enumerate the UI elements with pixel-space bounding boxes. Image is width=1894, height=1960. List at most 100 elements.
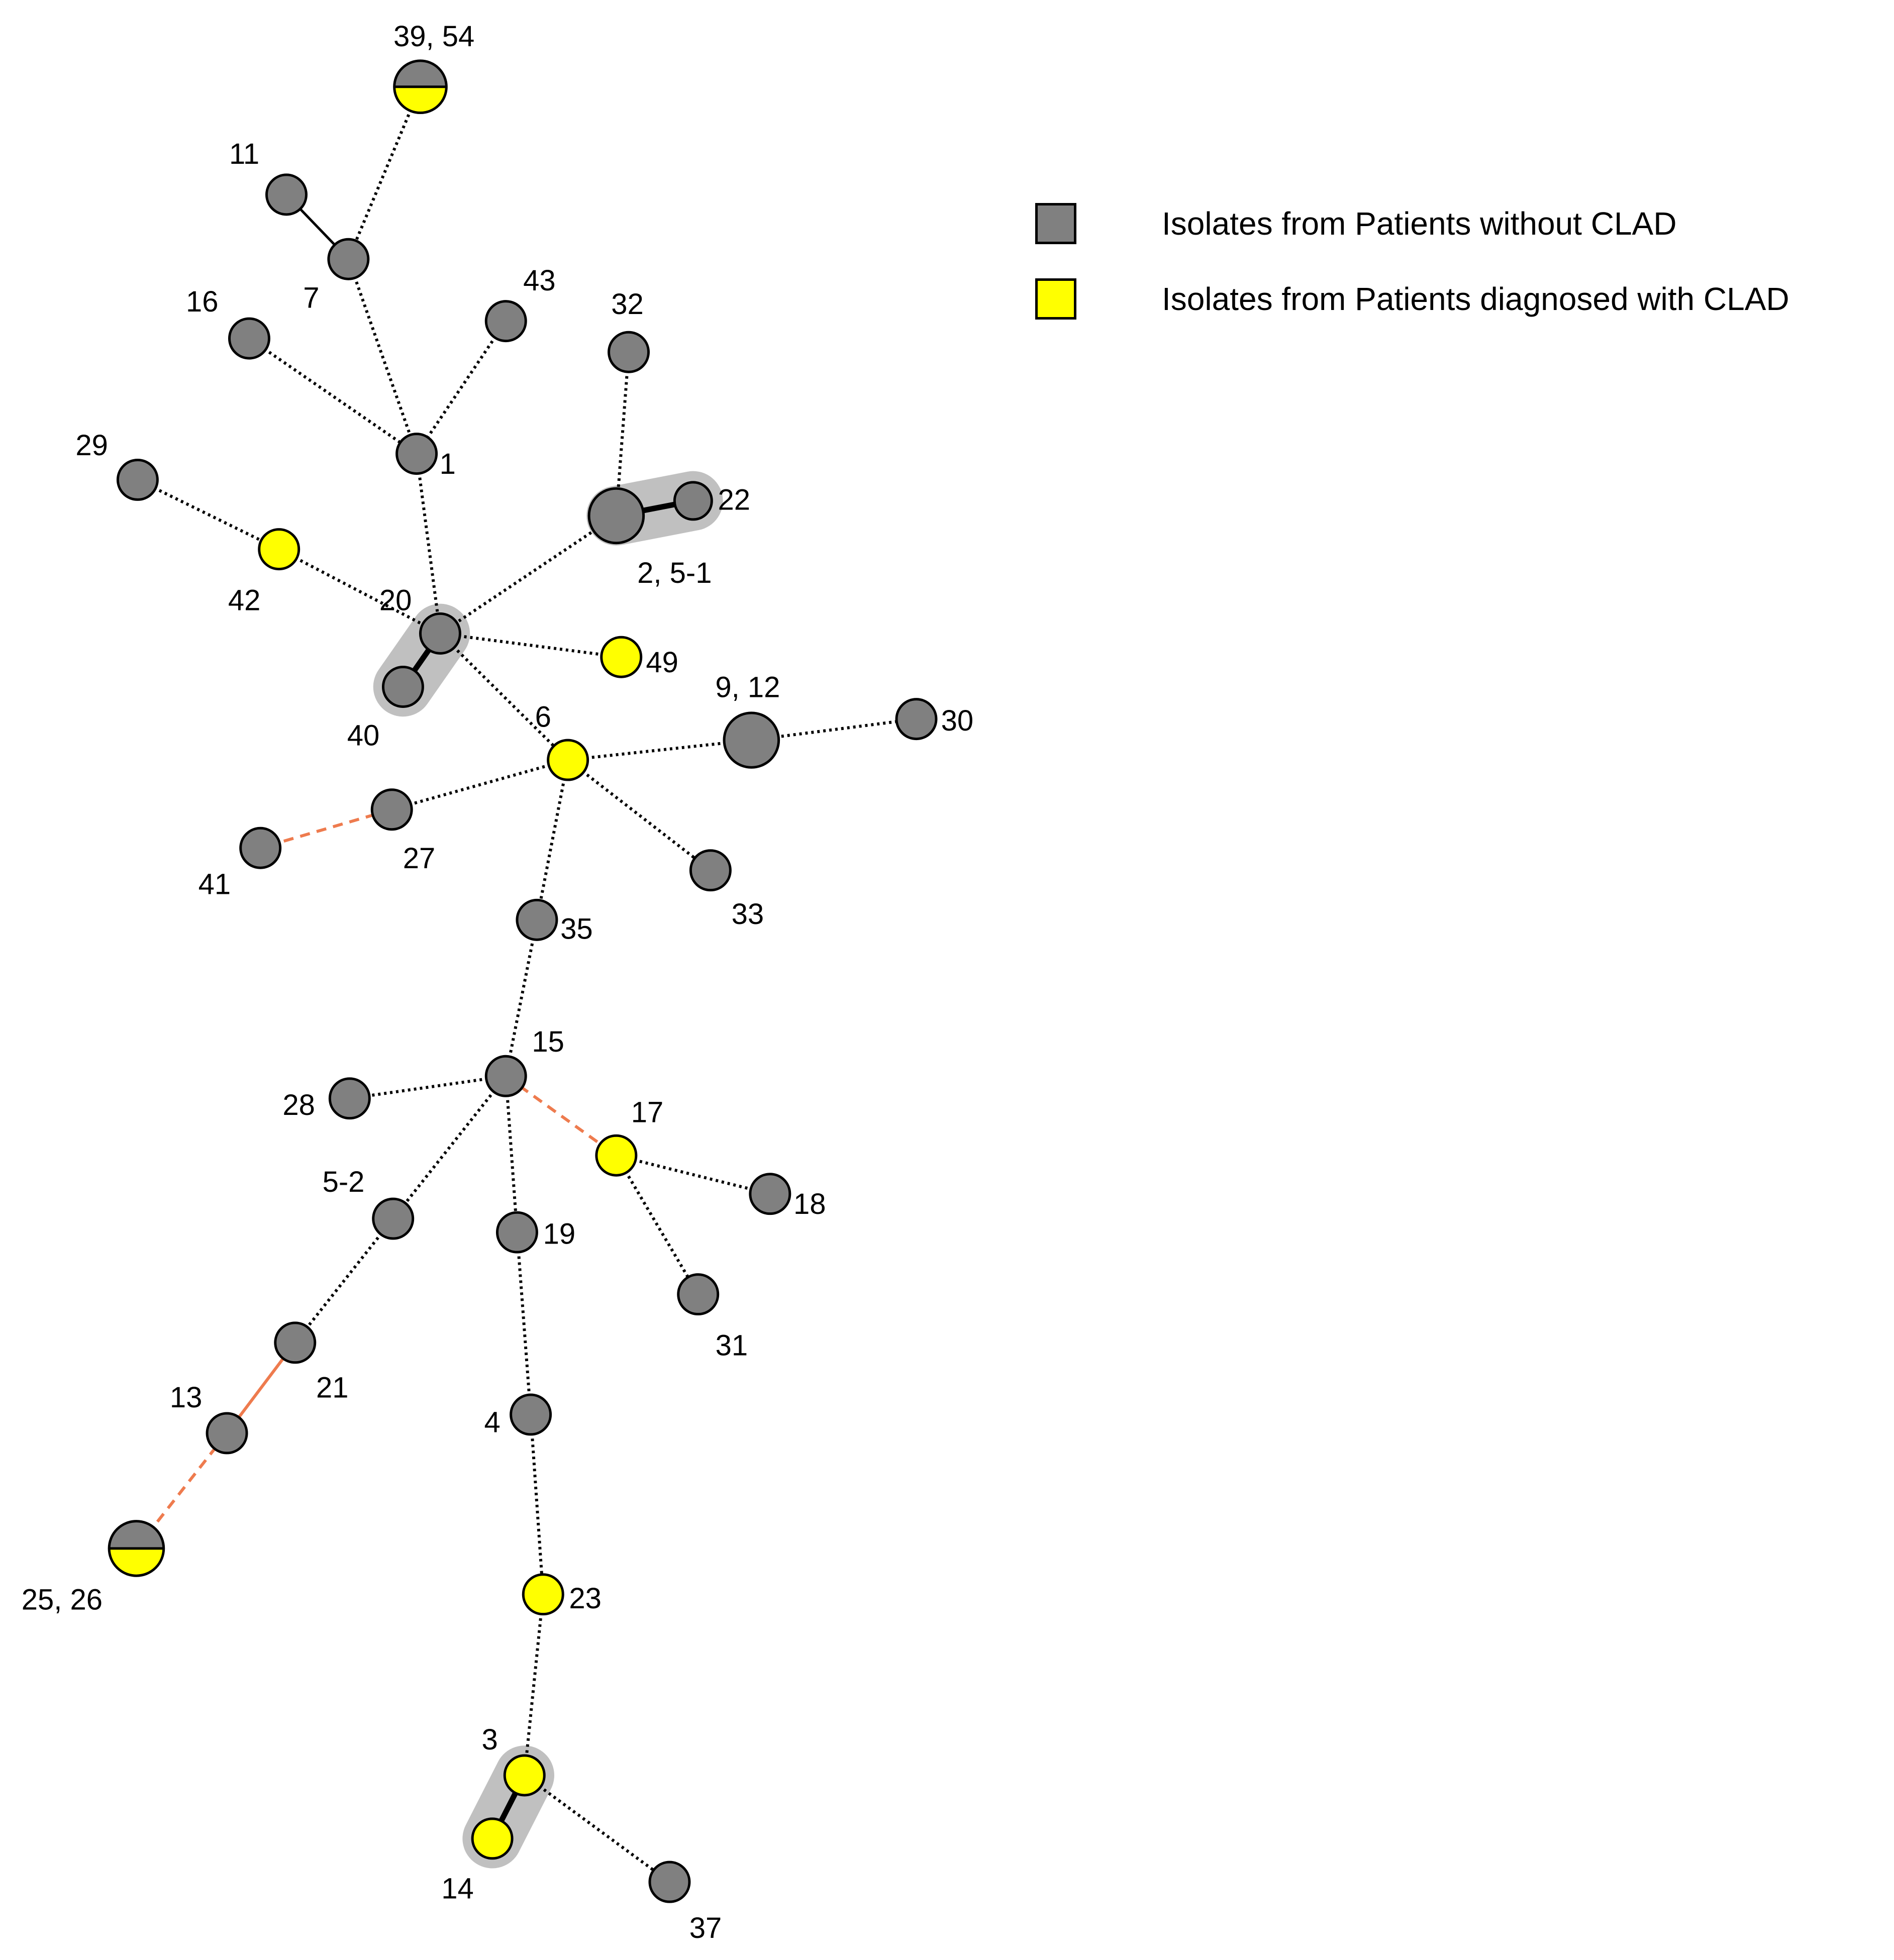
edge-2-5-1-to-20 [439, 514, 618, 635]
node-label-30: 30 [941, 704, 974, 737]
node-label-27: 27 [403, 842, 436, 875]
legend-swatch-yellow [1035, 278, 1076, 320]
node-label-2-5-1: 2, 5-1 [637, 557, 712, 589]
node-label-32: 32 [611, 288, 644, 321]
edge-6-to-9-12 [567, 739, 752, 762]
node-label-9-12: 9, 12 [715, 671, 780, 703]
node-label-19: 19 [543, 1217, 576, 1250]
tree-nodes [108, 59, 938, 1903]
node-17 [595, 1134, 638, 1177]
edge-42-to-20 [278, 548, 441, 635]
node-4 [510, 1393, 552, 1436]
node-label-35: 35 [560, 912, 593, 945]
legend-item-clad: Isolates from Patients diagnosed with CL… [1035, 274, 1789, 324]
edge-17-to-18 [616, 1154, 771, 1196]
node-label-18: 18 [793, 1188, 826, 1220]
node-13 [206, 1412, 248, 1455]
node-2-5-1 [587, 487, 645, 545]
edge-5-2-to-21 [293, 1217, 394, 1344]
node-label-22: 22 [718, 484, 751, 517]
edge-23-to-3 [523, 1594, 545, 1776]
edge-27-to-41 [260, 808, 392, 850]
edge-17-to-31 [615, 1155, 700, 1295]
edge-15-to-19 [504, 1076, 519, 1232]
node-42 [258, 528, 301, 571]
node-label-23: 23 [569, 1582, 602, 1615]
node-22 [673, 481, 713, 521]
node-25-26 [108, 1520, 165, 1577]
node-label-5-2: 5-2 [323, 1166, 365, 1198]
edge-20-to-49 [440, 632, 622, 659]
node-label-4: 4 [484, 1406, 500, 1438]
edge-3-to-37 [523, 1774, 671, 1884]
node-label-29: 29 [75, 429, 108, 462]
node-9-12 [723, 711, 780, 769]
node-label-1: 1 [440, 448, 456, 480]
node-27 [370, 788, 413, 831]
node-35 [516, 898, 558, 941]
node-label-11: 11 [229, 138, 259, 170]
node-31 [677, 1273, 720, 1316]
node-16 [228, 317, 270, 360]
node-label-7: 7 [303, 281, 319, 314]
node-30 [895, 698, 938, 741]
node-15 [484, 1055, 527, 1097]
edge-43-to-1 [415, 320, 508, 455]
node-21 [274, 1321, 317, 1364]
node-label-40: 40 [347, 719, 380, 752]
node-39-54 [393, 59, 448, 115]
edge-6-to-35 [535, 760, 570, 920]
node-label-20: 20 [379, 584, 412, 617]
edge-4-to-23 [529, 1414, 545, 1595]
node-14 [471, 1817, 514, 1860]
node-6 [547, 739, 589, 781]
edge-15-to-28 [349, 1074, 507, 1100]
node-label-17: 17 [631, 1096, 664, 1129]
node-19 [495, 1211, 538, 1254]
node-label-49: 49 [646, 646, 678, 679]
node-label-25-26: 25, 26 [22, 1583, 103, 1616]
node-label-37: 37 [689, 1912, 722, 1944]
node-29 [116, 458, 159, 501]
node-label-16: 16 [186, 285, 219, 318]
legend-label-no-clad: Isolates from Patients without CLAD [1162, 205, 1677, 242]
node-label-31: 31 [716, 1329, 748, 1362]
node-32 [608, 331, 650, 373]
node-label-21: 21 [316, 1371, 349, 1404]
node-label-33: 33 [732, 898, 764, 931]
node-label-14: 14 [441, 1872, 474, 1905]
edge-7-to-1 [347, 258, 418, 455]
node-label-6: 6 [535, 700, 551, 733]
node-label-13: 13 [170, 1381, 203, 1414]
node-1 [395, 433, 438, 475]
edge-39-54-to-7 [347, 86, 422, 260]
node-11 [265, 173, 308, 216]
edge-35-to-15 [504, 919, 539, 1077]
legend-swatch-gray [1035, 203, 1076, 244]
legend-item-no-clad: Isolates from Patients without CLAD [1035, 198, 1789, 249]
edge-15-to-5-2 [391, 1075, 508, 1220]
node-20 [419, 612, 461, 655]
node-5-2 [372, 1197, 415, 1240]
legend-label-clad: Isolates from Patients diagnosed with CL… [1162, 281, 1789, 317]
edge-19-to-4 [515, 1232, 533, 1415]
node-label-15: 15 [532, 1025, 564, 1058]
node-label-42: 42 [228, 584, 261, 617]
node-23 [522, 1573, 564, 1616]
node-label-39-54: 39, 54 [393, 20, 474, 53]
edge-6-to-27 [391, 758, 568, 811]
node-33 [689, 849, 732, 892]
tree-edges [135, 86, 917, 1884]
node-28 [328, 1077, 371, 1120]
edge-1-to-20 [415, 453, 442, 634]
node-label-28: 28 [282, 1089, 315, 1121]
node-3 [503, 1754, 546, 1797]
node-41 [239, 827, 282, 869]
legend: Isolates from Patients without CLAD Isol… [1035, 198, 1789, 349]
edge-16-to-1 [248, 337, 418, 455]
node-7 [327, 238, 370, 280]
node-label-43: 43 [523, 264, 556, 297]
edge-29-to-42 [137, 478, 280, 551]
node-40 [381, 666, 424, 708]
